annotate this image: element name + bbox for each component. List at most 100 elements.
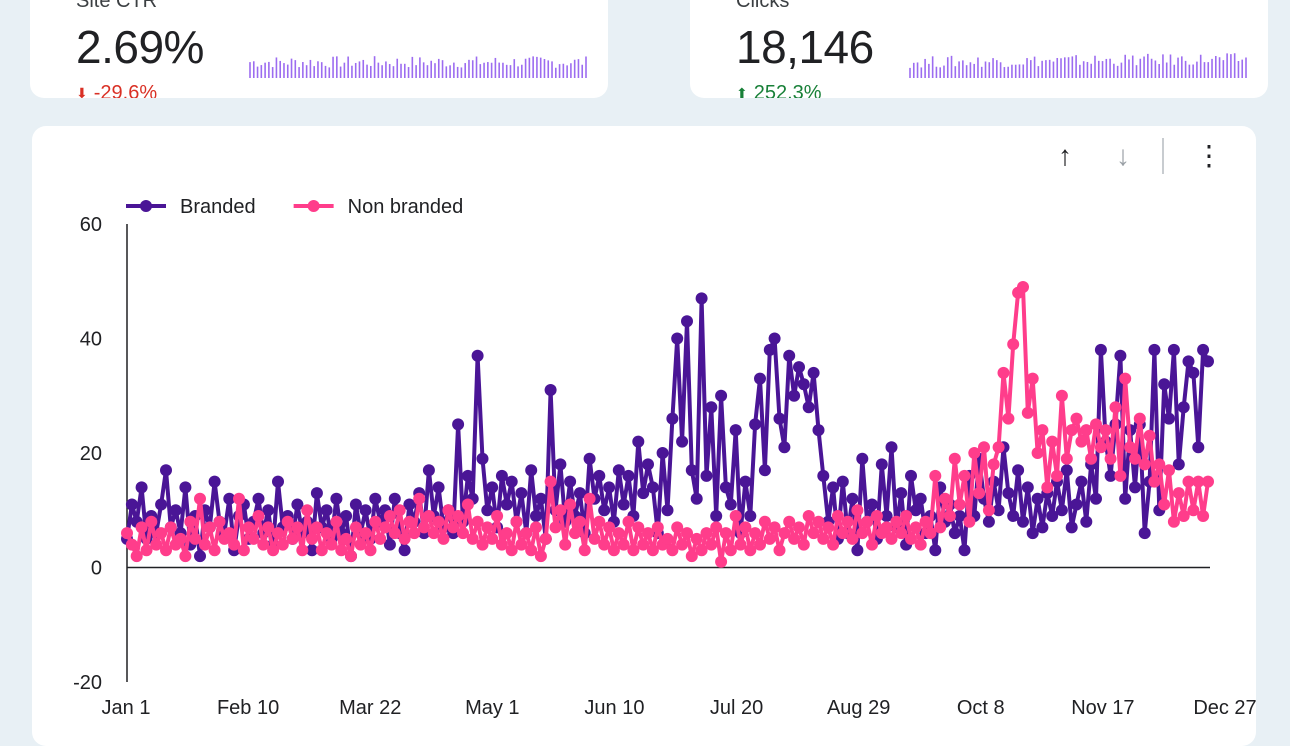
data-point[interactable] [1036,521,1049,534]
data-point[interactable] [476,452,489,465]
data-point[interactable] [836,475,849,488]
data-point[interactable] [198,538,211,551]
data-point[interactable] [223,492,236,505]
data-point[interactable] [491,510,504,522]
data-point[interactable] [393,504,406,517]
data-point[interactable] [929,469,942,482]
data-point[interactable] [929,544,942,557]
data-point[interactable] [1031,447,1044,459]
data-point[interactable] [890,515,903,528]
data-point[interactable] [846,532,859,545]
data-point[interactable] [481,521,494,534]
data-point[interactable] [695,292,708,305]
data-point[interactable] [422,464,435,477]
data-point[interactable] [982,515,995,528]
data-point[interactable] [1017,515,1029,528]
data-point[interactable] [315,544,328,557]
data-point[interactable] [476,538,489,551]
data-point[interactable] [622,515,635,528]
data-point[interactable] [909,504,922,517]
data-point[interactable] [345,550,357,563]
data-point[interactable] [861,515,874,528]
data-point[interactable] [364,544,377,557]
data-point[interactable] [661,532,674,545]
data-point[interactable] [1070,498,1083,511]
clicks-scorecard[interactable]: Clicks 18,146 ⬆ 252.3% [690,0,1268,98]
data-point[interactable] [598,538,611,551]
data-point[interactable] [310,521,323,534]
data-point[interactable] [637,538,650,551]
data-point[interactable] [398,544,411,557]
data-point[interactable] [242,521,255,534]
data-point[interactable] [413,492,426,505]
data-point[interactable] [1075,475,1088,488]
data-point[interactable] [1119,372,1132,385]
data-point[interactable] [749,418,762,431]
data-point[interactable] [729,510,742,522]
sort-ascending-icon[interactable]: ↑ [1058,140,1072,171]
data-point[interactable] [564,475,577,488]
data-point[interactable] [793,361,805,374]
data-point[interactable] [1138,527,1151,540]
data-point[interactable] [793,521,805,534]
data-point[interactable] [676,538,689,551]
data-point[interactable] [223,527,236,540]
data-point[interactable] [593,515,606,528]
data-point[interactable] [398,532,411,545]
data-point[interactable] [632,521,645,534]
data-point[interactable] [758,464,771,477]
data-point[interactable] [763,343,776,356]
data-point[interactable] [612,527,625,540]
data-point[interactable] [155,527,168,540]
data-point[interactable] [754,372,766,385]
data-point[interactable] [408,527,421,540]
data-point[interactable] [354,538,367,551]
data-point[interactable] [388,492,401,505]
data-point[interactable] [1060,452,1073,465]
data-point[interactable] [160,544,172,557]
data-point[interactable] [1012,464,1025,477]
data-point[interactable] [909,521,922,534]
data-point[interactable] [880,521,893,534]
data-point[interactable] [924,527,937,540]
data-point[interactable] [987,458,1000,471]
data-point[interactable] [262,504,275,517]
data-point[interactable] [710,521,723,534]
data-point[interactable] [403,515,416,528]
data-point[interactable] [461,498,474,511]
data-point[interactable] [194,492,206,505]
data-point[interactable] [905,532,917,545]
data-point[interactable] [953,498,966,511]
data-point[interactable] [1138,458,1151,471]
data-point[interactable] [681,527,693,540]
data-point[interactable] [461,469,474,482]
data-point[interactable] [525,544,538,557]
data-point[interactable] [1202,355,1214,368]
data-point[interactable] [349,521,362,534]
data-point[interactable] [1119,492,1132,505]
data-point[interactable] [612,464,625,477]
data-point[interactable] [788,389,801,402]
data-point[interactable] [388,527,401,540]
data-point[interactable] [982,504,995,517]
data-point[interactable] [583,452,596,465]
data-point[interactable] [763,532,776,545]
data-point[interactable] [1197,343,1210,356]
data-point[interactable] [715,555,728,568]
data-point[interactable] [729,424,742,437]
data-point[interactable] [1070,412,1083,425]
data-point[interactable] [291,498,304,511]
data-point[interactable] [1177,510,1190,522]
data-point[interactable] [963,515,976,528]
data-point[interactable] [403,498,416,511]
data-point[interactable] [179,481,192,494]
data-point[interactable] [588,532,601,545]
data-point[interactable] [773,412,786,425]
data-point[interactable] [418,521,430,534]
data-point[interactable] [135,521,148,534]
data-point[interactable] [1167,515,1180,528]
data-point[interactable] [174,532,187,545]
data-point[interactable] [797,538,810,551]
data-point[interactable] [583,492,596,505]
data-point[interactable] [646,481,659,494]
